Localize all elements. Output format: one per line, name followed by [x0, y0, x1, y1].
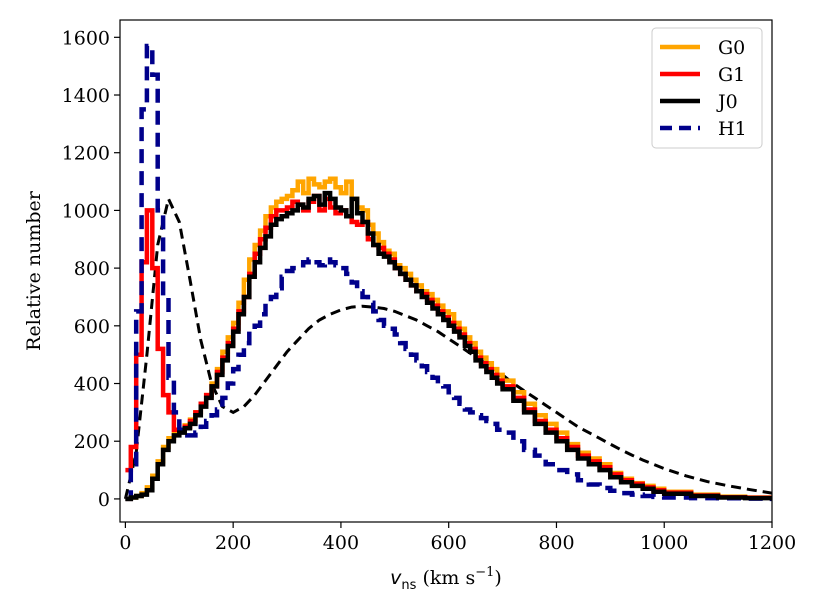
- legend-label-j0: J0: [716, 91, 738, 113]
- x-tick-label: 200: [215, 532, 251, 554]
- legend: G0 G1 J0 H1: [651, 27, 763, 149]
- y-tick-label: 1600: [62, 27, 110, 49]
- plot-frame: [119, 19, 773, 523]
- x-axis-label-unit: (km s: [416, 567, 475, 589]
- y-tick-label: 600: [74, 316, 110, 338]
- y-tick-label: 400: [74, 374, 110, 396]
- x-tick-label: 0: [119, 532, 131, 554]
- legend-label-g1: G1: [718, 64, 745, 86]
- y-tick-label: 0: [98, 489, 110, 511]
- x-tick-label: 1200: [748, 532, 796, 554]
- y-tick-label: 1200: [62, 143, 110, 165]
- legend-label-h1: H1: [718, 118, 747, 140]
- x-tick-label: 800: [538, 532, 574, 554]
- x-tick-label: 600: [431, 532, 467, 554]
- y-tick-label: 200: [74, 431, 110, 453]
- y-axis: 0 200 400 600 800 1000 1200 1400 1600: [62, 27, 120, 511]
- series-layer: [123, 43, 772, 502]
- x-axis-label-var: v: [390, 567, 402, 589]
- legend-label-g0: G0: [718, 37, 745, 59]
- x-axis-label-close: ): [494, 567, 501, 589]
- x-tick-label: 1000: [640, 532, 688, 554]
- x-axis-label-sub: ns: [401, 578, 416, 593]
- x-tick-label: 400: [323, 532, 359, 554]
- x-axis-label: vns (km s−1): [390, 565, 502, 593]
- x-axis-label-sup: −1: [475, 565, 494, 580]
- x-axis: 0 200 400 600 800 1000 1200: [119, 522, 796, 554]
- y-tick-label: 800: [74, 258, 110, 280]
- y-tick-label: 1000: [62, 200, 110, 222]
- series-line-j0: [125, 190, 772, 502]
- y-axis-label: Relative number: [23, 190, 45, 351]
- series-line-model: [123, 194, 772, 500]
- y-tick-label: 1400: [62, 85, 110, 107]
- legend-box: [651, 27, 763, 149]
